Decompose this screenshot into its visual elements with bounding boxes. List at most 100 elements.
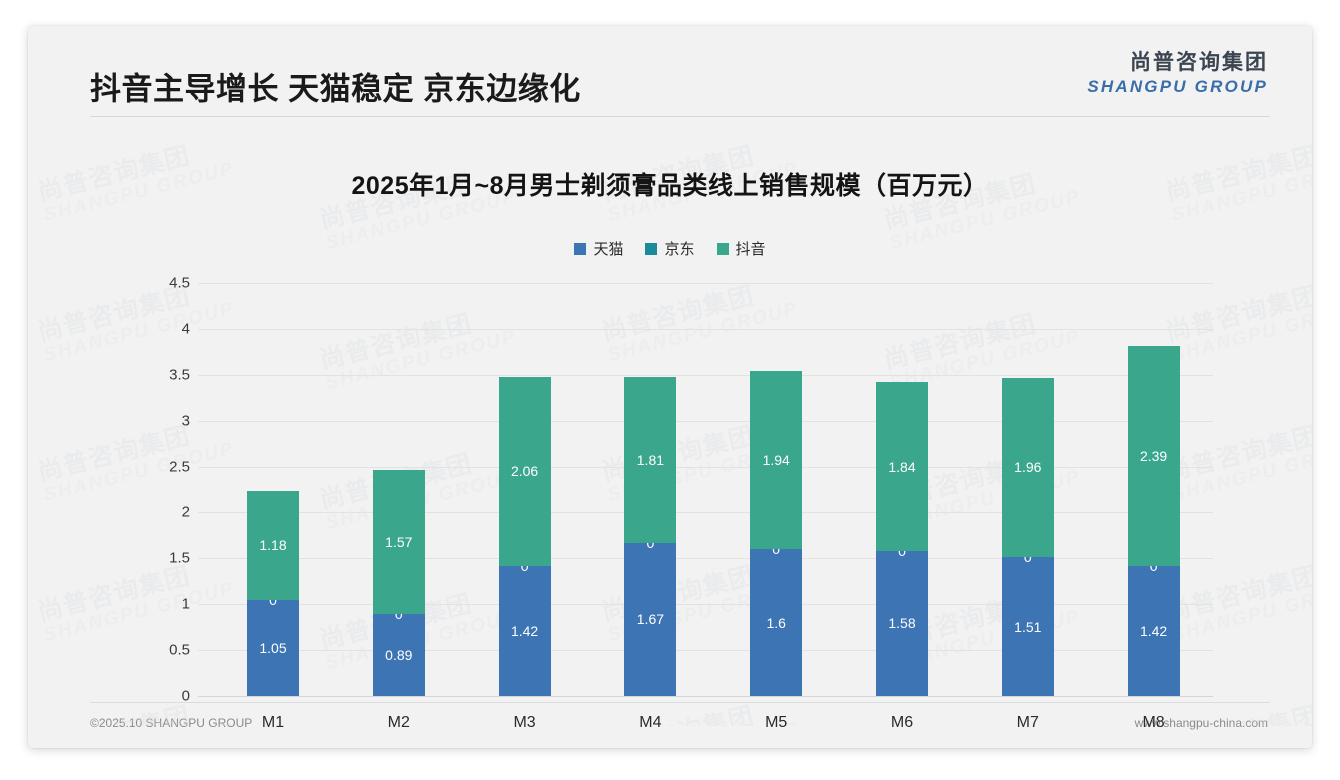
bar-segment-京东-M8: 0 bbox=[1128, 557, 1180, 575]
bar-value-label: 1.84 bbox=[888, 458, 916, 475]
bar-value-label: 0.89 bbox=[385, 647, 413, 664]
legend-label: 京东 bbox=[664, 241, 695, 258]
bar-segment-天猫-M6[interactable]: 1.58 bbox=[876, 550, 928, 696]
bar-value-label: 1.94 bbox=[762, 452, 790, 469]
gridline bbox=[198, 512, 1213, 514]
x-axis-label-M1: M1 bbox=[261, 714, 285, 731]
bar-segment-抖音-M7[interactable]: 1.96 bbox=[1001, 377, 1054, 558]
bar-segment-京东-M4: 0 bbox=[624, 534, 676, 552]
bar-value-label: 0 bbox=[394, 606, 403, 623]
bar-value-label: 0 bbox=[898, 542, 906, 559]
bar-segment-京东-M5: 0 bbox=[750, 540, 802, 558]
legend-swatch-icon bbox=[716, 242, 729, 255]
chart-plot-area: 4.5 4 3.5 3 2.5 2 1.5 1 0.5 0 1.05 0 1.18 M1 0.89 0 1.57… bbox=[28, 126, 1312, 731]
logo-english-text: SHANGPU GROUP bbox=[1087, 77, 1268, 96]
legend-item-抖音[interactable]: 抖音 bbox=[716, 238, 766, 259]
bar-segment-天猫-M5[interactable]: 1.6 bbox=[750, 549, 803, 696]
x-axis-label-M5: M5 bbox=[765, 714, 788, 731]
legend-item-京东[interactable]: 京东 bbox=[645, 238, 695, 259]
gridline bbox=[198, 328, 1213, 330]
x-axis-label-M8: M8 bbox=[1142, 714, 1165, 731]
company-logo: 尚普咨询集团 SHANGPU GROUP bbox=[1087, 52, 1268, 95]
chart-title: 2025年1月~8月男士剃须膏品类线上销售规模（百万元） bbox=[351, 172, 989, 200]
y-axis-tick-label: 2 bbox=[181, 503, 190, 521]
bar-segment-京东-M7: 0 bbox=[1002, 548, 1054, 566]
bar-segment-抖音-M5[interactable]: 1.94 bbox=[750, 371, 803, 550]
bar-segment-抖音-M3[interactable]: 2.06 bbox=[498, 376, 551, 566]
bar-value-label: 0 bbox=[772, 541, 781, 558]
bar-segment-抖音-M8[interactable]: 2.39 bbox=[1127, 346, 1180, 566]
y-axis-tick-label: 4.5 bbox=[169, 274, 190, 292]
bar-segment-抖音-M6[interactable]: 1.84 bbox=[876, 382, 928, 551]
x-axis-label-M7: M7 bbox=[1016, 714, 1039, 731]
legend-label: 抖音 bbox=[735, 241, 766, 258]
gridline bbox=[198, 650, 1213, 652]
bar-segment-抖音-M2[interactable]: 1.57 bbox=[372, 470, 425, 615]
y-axis-tick-label: 4 bbox=[181, 320, 190, 338]
bar-value-label: 1.96 bbox=[1014, 459, 1042, 476]
gridline bbox=[198, 283, 1213, 284]
bar-segment-京东-M6: 0 bbox=[876, 542, 928, 560]
bar-group-M1[interactable]: 1.05 0 1.18 M1 bbox=[247, 126, 299, 748]
y-axis-tick-label: 0.5 bbox=[169, 641, 190, 659]
bar-value-label: 2.06 bbox=[510, 463, 539, 480]
footer-website: www.shangpu-china.com bbox=[1134, 716, 1268, 730]
footer-divider bbox=[90, 702, 1270, 703]
slide-canvas: 尚普咨询集团 SHANGPU GROUP 尚普咨询集团 SHANGPU GROUP 尚普… bbox=[28, 26, 1312, 748]
legend-item-天猫[interactable]: 天猫 bbox=[574, 238, 623, 259]
bar-segment-天猫-M3[interactable]: 1.42 bbox=[498, 565, 551, 696]
slide-header: 抖音主导增长 天猫稳定 京东边缘化 尚普咨询集团 SHANGPU GROUP bbox=[28, 26, 1312, 118]
bar-value-label: 1.58 bbox=[888, 615, 916, 632]
bar-value-label: 1.57 bbox=[385, 534, 413, 551]
bar-segment-京东-M1: 0 bbox=[247, 591, 299, 609]
gridline bbox=[198, 420, 1213, 422]
header-divider bbox=[90, 116, 1270, 117]
y-axis-tick-label: 1.5 bbox=[169, 549, 190, 567]
y-axis-tick-label: 3.5 bbox=[169, 366, 190, 384]
bar-value-label: 1.51 bbox=[1014, 618, 1042, 635]
bar-group-M3[interactable]: 1.42 0 2.06 M3 bbox=[498, 126, 551, 748]
bar-value-label: 0 bbox=[646, 534, 655, 551]
bar-group-M7[interactable]: 1.51 0 1.96 M7 bbox=[1001, 126, 1054, 748]
y-axis-tick-label: 0 bbox=[181, 687, 190, 705]
bar-value-label: 0 bbox=[1023, 549, 1032, 566]
chart-legend: 天猫 京东 抖音 bbox=[28, 238, 1312, 259]
bar-segment-天猫-M8[interactable]: 1.42 bbox=[1127, 565, 1180, 696]
bar-value-label: 0 bbox=[269, 591, 277, 608]
bar-value-label: 1.42 bbox=[1139, 622, 1168, 639]
bar-value-label: 1.6 bbox=[766, 614, 786, 631]
bar-segment-京东-M2: 0 bbox=[373, 605, 425, 623]
x-axis-label-M4: M4 bbox=[639, 714, 662, 731]
bar-value-label: 1.81 bbox=[636, 451, 665, 468]
bar-value-label: 0 bbox=[1149, 557, 1158, 574]
gridline bbox=[198, 466, 1213, 468]
bar-group-M6[interactable]: 1.58 0 1.84 M6 bbox=[876, 126, 928, 748]
bar-value-label: 1.18 bbox=[259, 537, 287, 554]
bar-value-label: 0 bbox=[520, 557, 529, 574]
y-axis-tick-label: 2.5 bbox=[169, 458, 190, 476]
legend-label: 天猫 bbox=[593, 241, 624, 258]
gridline bbox=[198, 374, 1213, 376]
bar-segment-天猫-M7[interactable]: 1.51 bbox=[1001, 557, 1054, 696]
bar-value-label: 1.42 bbox=[510, 622, 539, 639]
legend-swatch-icon bbox=[574, 242, 587, 255]
bar-segment-天猫-M1[interactable]: 1.05 bbox=[247, 599, 299, 696]
bar-group-M4[interactable]: 1.67 0 1.81 M4 bbox=[624, 126, 677, 748]
bar-segment-抖音-M4[interactable]: 1.81 bbox=[624, 376, 677, 543]
bar-group-M2[interactable]: 0.89 0 1.57 M2 bbox=[372, 126, 425, 748]
logo-chinese-text: 尚普咨询集团 bbox=[1130, 51, 1268, 74]
bar-segment-天猫-M4[interactable]: 1.67 bbox=[624, 542, 677, 696]
page-title: 抖音主导增长 天猫稳定 京东边缘化 bbox=[90, 71, 581, 107]
x-axis-line bbox=[198, 696, 1213, 697]
gridline bbox=[198, 558, 1213, 560]
bar-group-M8[interactable]: 1.42 0 2.39 M8 bbox=[1127, 126, 1180, 748]
gridline bbox=[198, 604, 1213, 606]
bar-segment-京东-M3: 0 bbox=[499, 557, 551, 575]
y-axis-tick-label: 3 bbox=[181, 412, 190, 430]
bar-value-label: 1.05 bbox=[259, 639, 287, 656]
bar-group-M5[interactable]: 1.6 0 1.94 M5 bbox=[750, 126, 803, 748]
bar-segment-抖音-M1[interactable]: 1.18 bbox=[247, 491, 299, 600]
bar-value-label: 2.39 bbox=[1139, 447, 1168, 464]
bar-segment-天猫-M2[interactable]: 0.89 bbox=[372, 614, 425, 696]
y-axis-tick-label: 1 bbox=[181, 595, 190, 613]
